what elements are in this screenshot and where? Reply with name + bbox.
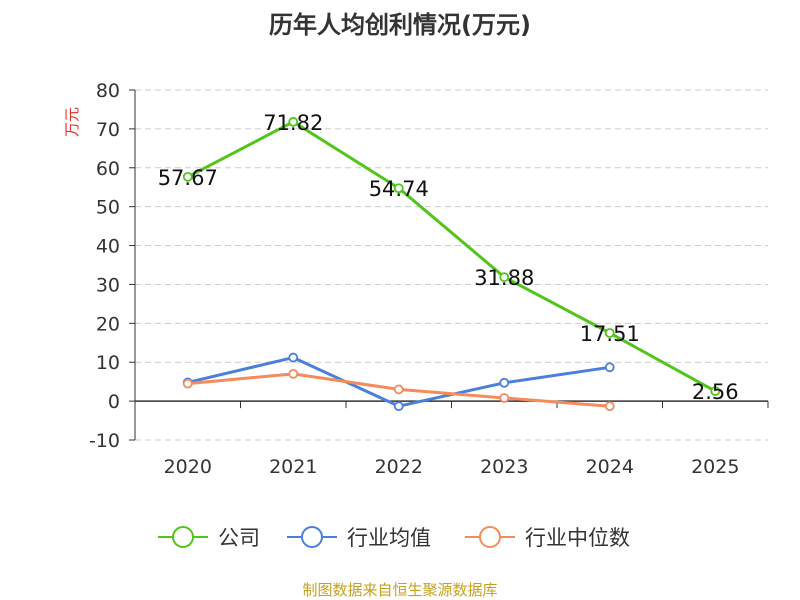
y-tick-label: 40 bbox=[96, 236, 120, 258]
legend-label: 公司 bbox=[218, 526, 260, 550]
series-2 bbox=[182, 368, 615, 412]
data-labels: 57.67 71.82 54.74 31.88 17.51 2.56 bbox=[158, 111, 739, 404]
series-0 bbox=[182, 116, 721, 397]
legend-item-0[interactable]: 公司 bbox=[158, 526, 260, 550]
data-point[interactable] bbox=[288, 116, 299, 127]
x-tick-label: 2023 bbox=[480, 456, 528, 478]
legend-swatch-marker bbox=[301, 526, 323, 548]
data-label: 17.51 bbox=[580, 322, 640, 346]
y-tick-label: 70 bbox=[96, 119, 120, 141]
y-tick-label: -10 bbox=[89, 430, 120, 452]
y-tick-label: 80 bbox=[96, 80, 120, 102]
legend-label: 行业中位数 bbox=[525, 526, 630, 550]
source-note: 制图数据来自恒生聚源数据库 bbox=[302, 581, 497, 599]
series-line bbox=[187, 356, 611, 408]
x-tick-label: 2022 bbox=[375, 456, 423, 478]
data-point[interactable] bbox=[393, 183, 404, 194]
data-point[interactable] bbox=[182, 378, 193, 389]
data-label: 31.88 bbox=[474, 266, 534, 290]
data-label: 2.56 bbox=[692, 380, 739, 404]
x-tick-label: 2024 bbox=[586, 456, 634, 478]
y-tick-label: 30 bbox=[96, 274, 120, 296]
data-point[interactable] bbox=[288, 352, 299, 363]
data-point[interactable] bbox=[710, 386, 721, 397]
x-tick-label: 2025 bbox=[691, 456, 739, 478]
legend-swatch-marker bbox=[172, 526, 194, 548]
legend-swatch-marker bbox=[479, 526, 501, 548]
data-point[interactable] bbox=[499, 272, 510, 283]
chart-title: 历年人均创利情况(万元) bbox=[269, 11, 531, 39]
y-tick-label: 20 bbox=[96, 313, 120, 335]
data-point[interactable] bbox=[604, 328, 615, 338]
data-point[interactable] bbox=[499, 393, 510, 403]
data-label: 71.82 bbox=[263, 111, 323, 135]
legend[interactable]: 公司 行业均值 行业中位数 bbox=[158, 526, 630, 550]
series-layer bbox=[182, 116, 721, 412]
y-axis-label: 万元 bbox=[63, 107, 81, 137]
data-label: 57.67 bbox=[158, 166, 218, 190]
data-point[interactable] bbox=[393, 384, 404, 395]
data-point[interactable] bbox=[499, 377, 510, 388]
y-tick-label: 50 bbox=[96, 197, 120, 219]
legend-item-2[interactable]: 行业中位数 bbox=[465, 526, 630, 550]
data-point[interactable] bbox=[604, 362, 615, 373]
data-point[interactable] bbox=[393, 401, 404, 412]
data-point[interactable] bbox=[288, 368, 299, 379]
y-tick-label: 60 bbox=[96, 158, 120, 180]
y-tick-label: 10 bbox=[96, 352, 120, 374]
data-point[interactable] bbox=[604, 401, 615, 412]
data-label: 54.74 bbox=[369, 177, 429, 201]
x-tick-label: 2020 bbox=[164, 456, 212, 478]
data-point[interactable] bbox=[182, 171, 193, 182]
x-tick-label: 2021 bbox=[269, 456, 317, 478]
series-line bbox=[187, 120, 717, 393]
legend-item-1[interactable]: 行业均值 bbox=[287, 526, 431, 550]
legend-label: 行业均值 bbox=[347, 526, 431, 550]
axes: 80 70 60 50 40 30 20 10 0 -10 2020 2021 2022 2023 2024… bbox=[89, 80, 769, 478]
grid-lines bbox=[135, 89, 768, 441]
y-tick-label: 0 bbox=[108, 391, 120, 413]
